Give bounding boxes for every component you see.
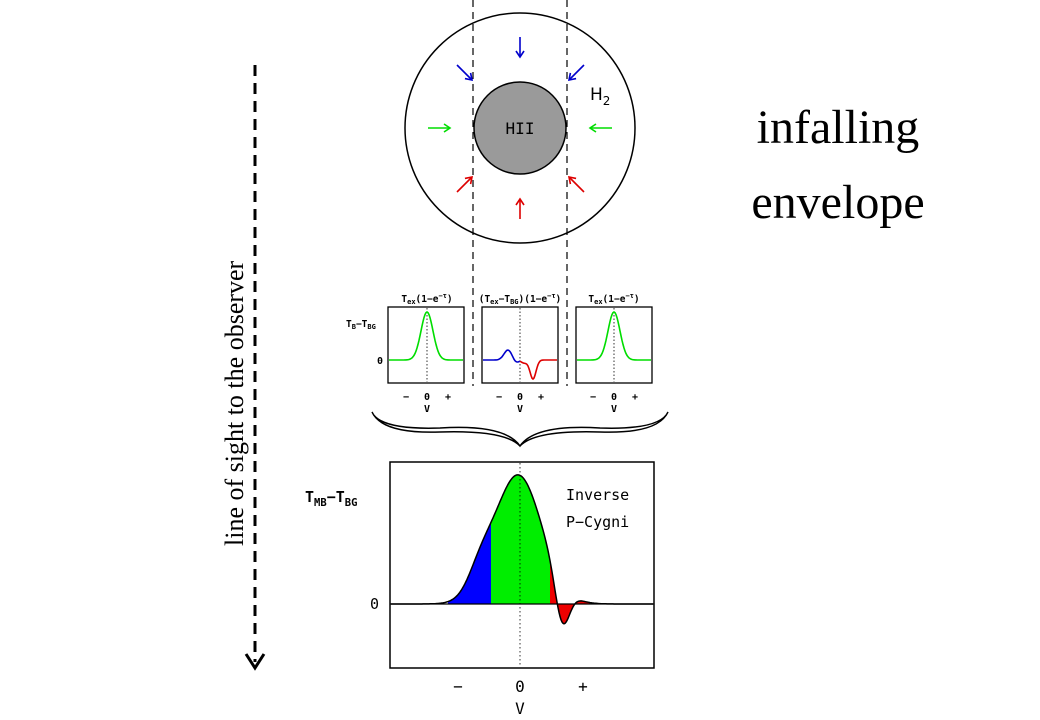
main-red-fill <box>550 560 590 624</box>
middle-panel-blue-curve <box>483 349 521 363</box>
envelope-sketch: HII H2 <box>404 12 636 244</box>
h2-label: H2 <box>590 85 610 108</box>
middle-panel-red-curve <box>519 359 557 381</box>
middle-panel-x-label: V <box>517 404 523 415</box>
h2-envelope-circle <box>404 12 636 244</box>
small-profile-panels: Tex(1−e−τ) (Tex−TBG)(1−e−τ) Tex(1−e−τ) T… <box>346 292 653 415</box>
right-arrow-icon <box>588 123 612 133</box>
middle-panel-title: (Tex−TBG)(1−e−τ) <box>479 292 562 306</box>
right-panel-tick-zero: 0 <box>611 392 617 403</box>
hii-label: HII <box>506 119 535 138</box>
main-profile-curve <box>391 474 653 625</box>
right-panel-x-label: V <box>611 404 617 415</box>
middle-panel-tick-zero: 0 <box>517 392 523 403</box>
left-panel-emission-curve <box>389 311 463 361</box>
right-panel-title: Tex(1−e−τ) <box>588 292 639 306</box>
left-panel-tick-zero: 0 <box>424 392 430 403</box>
lower-right-arrow-icon <box>567 175 585 193</box>
right-panel-tick-minus: − <box>590 392 596 403</box>
middle-panel-tick-plus: + <box>538 392 544 403</box>
main-tick-plus: + <box>578 677 588 696</box>
main-green-fill <box>491 474 550 604</box>
top-arrow-icon <box>515 37 525 59</box>
small-panel-y-label: TB−TBG <box>346 319 376 331</box>
hii-core-circle <box>473 81 567 175</box>
middle-panel-tick-minus: − <box>496 392 502 403</box>
main-blue-fill <box>448 522 491 604</box>
lower-left-arrow-icon <box>456 175 474 193</box>
left-panel-tick-minus: − <box>403 392 409 403</box>
left-panel-tick-plus: + <box>445 392 451 403</box>
line-of-sight-arrowhead-icon <box>244 653 266 671</box>
main-zero-label: 0 <box>370 595 379 613</box>
small-panel-tick-labels: − 0 + V − 0 + V − 0 + V <box>403 392 638 415</box>
left-panel-x-label: V <box>424 404 430 415</box>
middle-panel-frame <box>481 306 559 384</box>
right-panel-tick-plus: + <box>632 392 638 403</box>
title-line-1: infalling <box>757 101 920 154</box>
main-y-label: TMB−TBG <box>305 488 357 509</box>
infall-arrows <box>428 37 612 219</box>
legend-line-1: Inverse <box>566 486 629 504</box>
left-arrow-icon <box>428 123 452 133</box>
main-x-label: V <box>515 699 525 718</box>
title-line-2: envelope <box>751 176 924 229</box>
left-panel-title: Tex(1−e−τ) <box>401 292 452 306</box>
main-panel-frame <box>389 461 655 669</box>
sum-brace <box>371 411 669 448</box>
small-panel-zero-label: 0 <box>377 356 383 367</box>
main-tick-zero: 0 <box>515 677 525 696</box>
legend-line-2: P−Cygni <box>566 513 629 531</box>
main-tick-minus: − <box>453 677 463 696</box>
left-panel-frame <box>387 306 465 384</box>
line-of-sight: line of sight to the observer <box>220 65 266 671</box>
main-profile-panel: TMB−TBG 0 Inverse P−Cygni − 0 + V <box>305 461 655 718</box>
upper-left-arrow-icon <box>456 64 474 82</box>
right-panel-emission-curve <box>577 311 651 361</box>
line-of-sight-label: line of sight to the observer <box>220 260 249 546</box>
bottom-arrow-icon <box>515 197 525 219</box>
right-panel-frame <box>575 306 653 384</box>
upper-right-arrow-icon <box>567 64 585 82</box>
